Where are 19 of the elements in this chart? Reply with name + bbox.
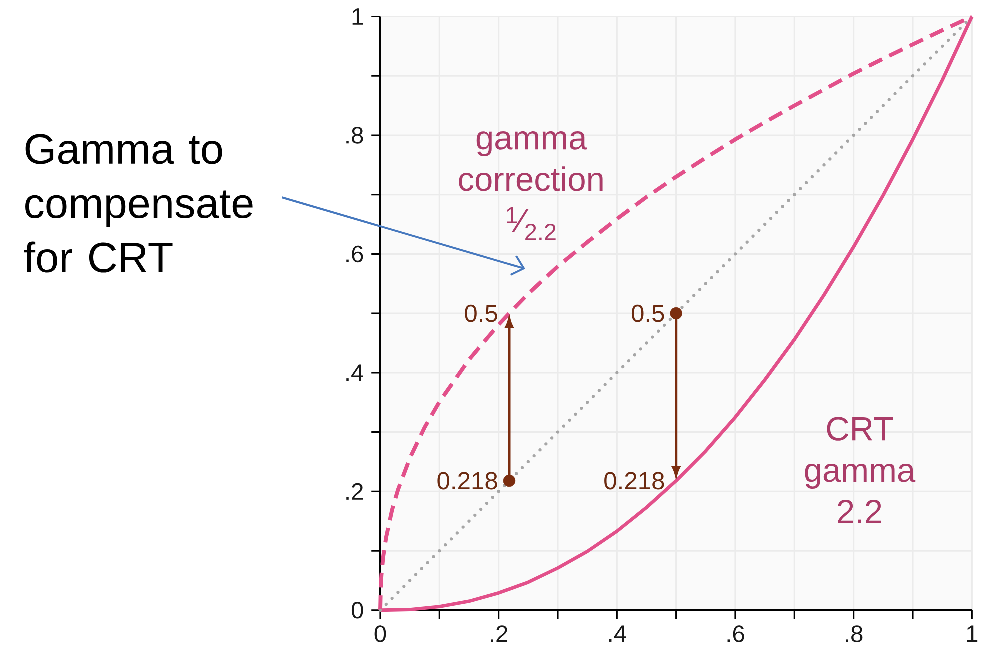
x-tick-label: .8	[846, 626, 863, 642]
y-tick-label: .4	[346, 364, 364, 382]
y-tick-label: .8	[346, 127, 364, 144]
y-tick-label: 1	[352, 8, 364, 25]
series-label: gamma correction $^{1}$⁄$_{2.2}$	[459, 132, 603, 240]
data-label: 0.5	[465, 304, 498, 322]
x-tick-label: 0	[374, 626, 386, 642]
y-tick-label: .2	[346, 483, 364, 500]
x-tick-label: 1	[967, 626, 978, 642]
data-label: 0.5	[632, 304, 664, 322]
x-tick-label: .2	[491, 626, 508, 642]
y-tick-label: .6	[346, 246, 364, 263]
text: Gamma to compensate for CRT	[24, 134, 253, 273]
data-label: 0.218	[604, 472, 664, 490]
y-tick-label: 0	[352, 602, 364, 619]
series-label: CRT gamma 2.2	[805, 417, 916, 524]
x-tick-label: .4	[609, 626, 626, 642]
x-tick-label: .6	[728, 626, 744, 642]
data-label: 0.218	[438, 472, 498, 490]
